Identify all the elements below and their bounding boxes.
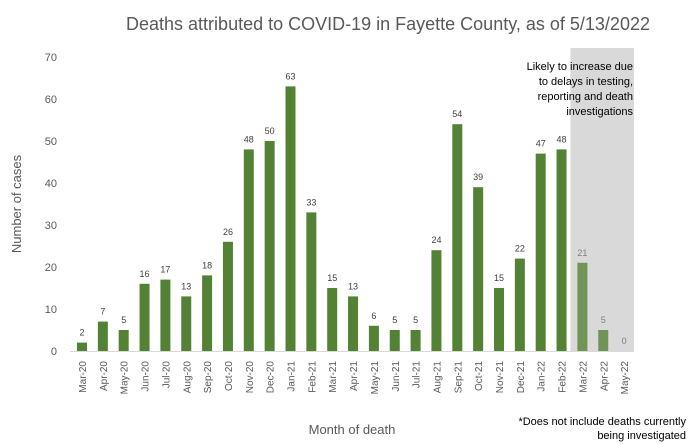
shaded-annotation-line: investigations [566, 106, 633, 118]
shaded-annotation-line: Likely to increase due [527, 61, 633, 73]
x-tick-label: Oct-21 [474, 361, 485, 391]
bar [494, 288, 504, 351]
data-label: 48 [244, 134, 254, 144]
data-label: 0 [622, 336, 627, 346]
data-label: 22 [515, 244, 525, 254]
bar [202, 275, 213, 351]
x-tick-label: Mar-22 [578, 361, 589, 393]
y-tick-label: 30 [45, 220, 57, 232]
data-label: 39 [473, 172, 483, 182]
x-tick-label: Apr-21 [349, 361, 360, 391]
data-label: 2 [79, 328, 84, 338]
data-label: 17 [160, 265, 170, 275]
x-tick-label: Apr-22 [599, 361, 610, 391]
bar [431, 250, 442, 351]
bar [535, 153, 546, 351]
x-tick-label: Sep-20 [203, 361, 214, 394]
y-axis-label: Number of cases [9, 154, 24, 253]
x-tick-label: Jul-20 [161, 361, 172, 389]
bar [181, 296, 192, 351]
bar [514, 258, 525, 351]
shaded-annotation-line: to delays in testing, [539, 76, 633, 88]
data-label: 33 [306, 197, 316, 207]
data-label: 7 [100, 307, 105, 317]
bar [389, 330, 400, 351]
bar [306, 212, 317, 351]
x-axis-label: Month of death [309, 422, 396, 437]
data-label: 63 [285, 71, 295, 81]
data-label: 16 [140, 269, 150, 279]
data-label: 48 [557, 134, 567, 144]
data-label: 15 [327, 273, 337, 283]
footnote-line: *Does not include deaths currently [518, 416, 686, 428]
x-tick-label: Dec-21 [516, 361, 527, 394]
bar [139, 283, 150, 351]
bar [556, 149, 567, 351]
data-label: 26 [223, 227, 233, 237]
data-label: 13 [348, 281, 358, 291]
x-tick-label: Feb-22 [558, 361, 569, 393]
y-tick-label: 60 [45, 94, 57, 106]
y-tick-label: 50 [45, 136, 57, 148]
x-tick-label: May-21 [370, 361, 381, 395]
data-label: 21 [577, 248, 587, 258]
bar [348, 296, 359, 351]
x-tick-label: Jul-21 [412, 361, 423, 389]
bar [264, 141, 275, 351]
x-tick-label: Mar-21 [328, 361, 339, 393]
y-tick-label: 40 [45, 178, 57, 190]
data-label: 6 [371, 311, 376, 321]
y-tick-label: 20 [45, 262, 57, 274]
bar [368, 325, 379, 351]
data-label: 18 [202, 260, 212, 270]
bar [77, 342, 87, 351]
data-label: 13 [181, 281, 191, 291]
bar [118, 330, 129, 351]
data-label: 5 [413, 315, 418, 325]
y-tick-label: 70 [45, 52, 57, 64]
x-tick-label: Aug-20 [182, 361, 193, 394]
x-tick-label: Jun-21 [391, 361, 402, 392]
x-tick-label: Nov-20 [245, 361, 256, 394]
bar [243, 149, 254, 351]
x-tick-label: Apr-20 [99, 361, 110, 391]
x-tick-label: Sep-21 [453, 361, 464, 394]
bar [473, 187, 484, 351]
data-label: 5 [601, 315, 606, 325]
y-tick-label: 10 [45, 304, 57, 316]
x-tick-label: May-22 [620, 361, 631, 395]
x-tick-label: Jan-22 [537, 361, 548, 392]
bar [285, 86, 296, 352]
shaded-annotation-line: reporting and death [538, 91, 633, 103]
data-label: 5 [392, 315, 397, 325]
x-tick-label: Mar-20 [78, 361, 89, 393]
x-tick-label: Jan-21 [287, 361, 298, 392]
x-tick-label: Dec-20 [266, 361, 277, 394]
bar [452, 124, 463, 351]
bar [598, 330, 609, 351]
data-label: 15 [494, 273, 504, 283]
data-label: 24 [431, 235, 441, 245]
bar [160, 279, 171, 351]
data-label: 47 [536, 139, 546, 149]
bar [97, 321, 108, 351]
data-label: 54 [452, 109, 462, 119]
chart-title: Deaths attributed to COVID-19 in Fayette… [126, 14, 650, 34]
footnote-line: being investigated [597, 430, 686, 442]
bar [327, 288, 338, 351]
y-tick-label: 0 [51, 346, 57, 358]
x-tick-label: Oct-20 [224, 361, 235, 391]
x-tick-label: May-20 [120, 361, 131, 395]
bar [577, 262, 588, 351]
x-tick-label: Feb-21 [307, 361, 318, 393]
x-tick-label: Aug-21 [432, 361, 443, 394]
bar [222, 241, 233, 351]
x-tick-label: Nov-21 [495, 361, 506, 394]
x-tick-label: Jun-20 [141, 361, 152, 392]
bar [410, 330, 421, 351]
data-label: 50 [265, 126, 275, 136]
data-label: 5 [121, 315, 126, 325]
